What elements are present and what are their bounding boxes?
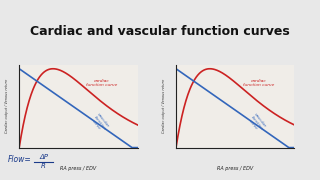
Text: Cardiac output / Venous return: Cardiac output / Venous return bbox=[5, 79, 9, 133]
Text: cardiac
function curve: cardiac function curve bbox=[243, 79, 275, 87]
Text: RA press / EDV: RA press / EDV bbox=[60, 166, 97, 171]
Text: Flow=: Flow= bbox=[8, 155, 32, 164]
Text: cardiac
function curve: cardiac function curve bbox=[86, 79, 118, 87]
Text: vascular
function
curve: vascular function curve bbox=[89, 112, 110, 134]
Text: RA press / EDV: RA press / EDV bbox=[217, 166, 253, 171]
Text: ΔP: ΔP bbox=[39, 154, 48, 160]
Text: Cardiac and vascular function curves: Cardiac and vascular function curves bbox=[30, 25, 290, 38]
Text: Cardiac output / Venous return: Cardiac output / Venous return bbox=[162, 79, 166, 133]
Text: vascular
function
curve: vascular function curve bbox=[246, 112, 267, 134]
Text: R: R bbox=[41, 163, 46, 169]
